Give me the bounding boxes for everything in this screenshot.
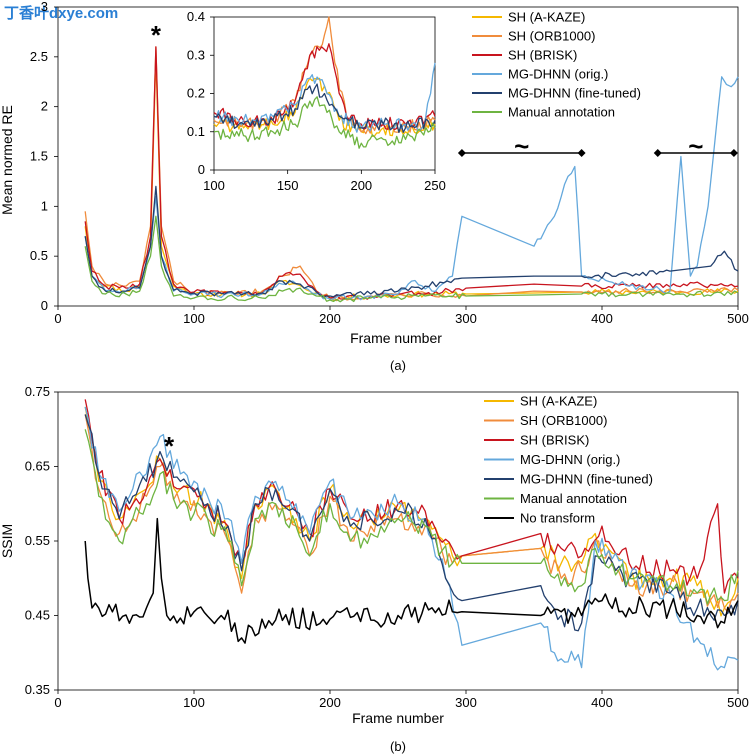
y-tick-label: 0 — [198, 162, 205, 177]
chart-a-series — [84, 46, 739, 303]
y-tick-label: 0.4 — [187, 9, 205, 24]
chart-b-xlabel: Frame number — [352, 710, 444, 726]
y-tick-label: 0.2 — [187, 86, 205, 101]
chart-a-legend: SH (A-KAZE) SH (ORB1000) SH (BRISK) MG-DHNN… — [468, 8, 696, 120]
series-line-mg-dhnn-fine-tuned — [213, 83, 436, 134]
x-tick-label: 250 — [424, 178, 446, 193]
legend-label-mg-dhnn-orig: MG-DHNN (orig.) — [520, 452, 620, 467]
x-tick-label: 200 — [319, 311, 341, 326]
x-tick-label: 200 — [319, 695, 341, 710]
x-tick-label: 100 — [203, 178, 225, 193]
chart-a-inset-axes: 100 150 200 250 0 0.1 0.2 0.3 0.4 — [187, 9, 446, 193]
x-tick-label: 0 — [54, 311, 61, 326]
gap-tilde: ~ — [688, 131, 703, 161]
gap-tilde: ~ — [514, 131, 529, 161]
legend-label-mg-dhnn-fine-tuned: MG-DHNN (fine-tuned) — [508, 86, 641, 101]
x-tick-label: 200 — [350, 178, 372, 193]
series-line-manual-annotation — [84, 215, 739, 303]
chart-b-legend: SH (A-KAZE) SH (ORB1000) SH (BRISK) MG-DHNN… — [480, 393, 695, 526]
y-tick-label: 0.1 — [187, 124, 205, 139]
y-tick-label: 1 — [41, 198, 48, 213]
legend-label-mg-dhnn-orig: MG-DHNN (orig.) — [508, 67, 608, 82]
legend-label-sh-a-kaze: SH (A-KAZE) — [508, 10, 585, 25]
y-tick-label: 0.55 — [25, 533, 50, 548]
series-line-mg-dhnn-orig — [84, 406, 739, 671]
y-tick-label: 0.65 — [25, 459, 50, 474]
chart-a-star-annotation: * — [151, 20, 162, 50]
y-tick-label: 0.5 — [30, 248, 48, 263]
y-tick-label: 3 — [41, 0, 48, 14]
legend-label-sh-orb1000: SH (ORB1000) — [508, 29, 595, 44]
watermark: 丁香叶dxye.com — [4, 5, 119, 22]
chart-b-star-annotation: * — [164, 431, 175, 461]
chart-a-ylabel: Mean normed RE — [0, 105, 15, 215]
chart-b: 0 100 200 300 400 500 0.35 0.45 0.55 0.65 0.75 * F… — [0, 384, 749, 754]
y-tick-label: 0.75 — [25, 384, 50, 399]
chart-a-gap-markers: ~ ~ — [457, 131, 738, 161]
x-tick-label: 300 — [455, 311, 477, 326]
x-tick-label: 150 — [277, 178, 299, 193]
chart-b-ylabel: SSIM — [0, 524, 15, 558]
y-tick-label: 0.45 — [25, 608, 50, 623]
gap-bar-end — [457, 149, 466, 157]
series-line-mg-dhnn-fine-tuned — [84, 185, 739, 298]
x-tick-label: 500 — [727, 311, 749, 326]
legend-bg — [468, 8, 696, 120]
y-tick-label: 0 — [41, 298, 48, 313]
legend-label-sh-orb1000: SH (ORB1000) — [520, 413, 607, 428]
chart-a-inset-series — [213, 16, 436, 149]
legend-label-sh-brisk: SH (BRISK) — [508, 48, 577, 63]
legend-label-no-transform: No transform — [520, 511, 595, 526]
x-tick-label: 0 — [54, 695, 61, 710]
x-tick-label: 300 — [455, 695, 477, 710]
chart-a-caption: (a) — [390, 358, 406, 373]
gap-bar-end — [653, 149, 662, 157]
chart-a-inset: 100 150 200 250 0 0.1 0.2 0.3 0.4 — [187, 9, 446, 193]
gap-bar-end — [577, 149, 586, 157]
series-line-mg-dhnn-fine-tuned — [84, 414, 739, 632]
series-line-no-transform — [84, 517, 739, 644]
y-tick-label: 0.3 — [187, 47, 205, 62]
legend-bg — [480, 393, 695, 525]
chart-b-caption: (b) — [390, 739, 406, 754]
y-tick-label: 2 — [41, 99, 48, 114]
legend-label-mg-dhnn-fine-tuned: MG-DHNN (fine-tuned) — [520, 472, 653, 487]
series-line-manual-annotation — [84, 429, 739, 605]
x-tick-label: 500 — [727, 695, 749, 710]
chart-b-series — [84, 399, 739, 671]
y-tick-label: 2.5 — [30, 49, 48, 64]
gap-bar-end — [729, 149, 738, 157]
legend-label-sh-a-kaze: SH (A-KAZE) — [520, 394, 597, 409]
y-tick-label: 1.5 — [30, 149, 48, 164]
chart-a-xlabel: Frame number — [350, 330, 442, 346]
y-tick-label: 0.35 — [25, 682, 50, 697]
x-tick-label: 100 — [183, 311, 205, 326]
legend-label-manual-annotation: Manual annotation — [520, 491, 627, 506]
x-tick-label: 400 — [591, 695, 613, 710]
series-line-manual-annotation — [213, 96, 436, 149]
legend-label-manual-annotation: Manual annotation — [508, 105, 615, 120]
legend-label-sh-brisk: SH (BRISK) — [520, 433, 589, 448]
x-tick-label: 100 — [183, 695, 205, 710]
x-tick-label: 400 — [591, 311, 613, 326]
series-line-mg-dhnn-orig — [213, 62, 436, 133]
chart-b-axes: 0 100 200 300 400 500 0.35 0.45 0.55 0.65 0.75 — [25, 384, 749, 710]
